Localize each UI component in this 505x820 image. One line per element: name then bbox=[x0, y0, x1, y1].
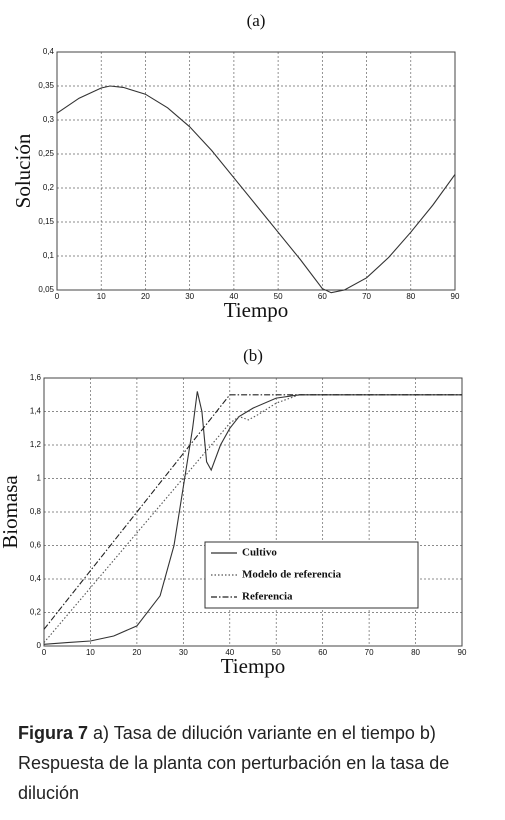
caption-label: Figura 7 bbox=[18, 723, 89, 743]
x-tick-label: 0 bbox=[55, 292, 60, 301]
y-axis-label: Biomasa bbox=[0, 475, 22, 549]
x-tick-label: 90 bbox=[458, 648, 467, 657]
x-axis-label: Tiempo bbox=[221, 654, 286, 678]
chart-title: (b) bbox=[243, 346, 263, 365]
legend-label: Referencia bbox=[242, 591, 293, 603]
y-tick-label: 1,4 bbox=[30, 407, 42, 416]
y-tick-label: 0,6 bbox=[30, 541, 42, 550]
y-tick-label: 0,2 bbox=[30, 608, 42, 617]
legend: Cultivo Modelo de referencia Referencia bbox=[204, 541, 419, 609]
y-tick-label: 0,2 bbox=[43, 183, 55, 192]
y-tick-label: 0,8 bbox=[30, 507, 42, 516]
series-line bbox=[43, 391, 462, 645]
series-line bbox=[43, 394, 462, 630]
x-tick-label: 40 bbox=[229, 292, 238, 301]
chart-title: (a) bbox=[247, 11, 266, 30]
plot-frame bbox=[43, 377, 463, 647]
y-tick-label: 0,05 bbox=[38, 285, 54, 294]
legend-label: Cultivo bbox=[242, 547, 277, 559]
x-tick-label: 70 bbox=[362, 292, 371, 301]
x-tick-label: 30 bbox=[185, 292, 194, 301]
x-tick-label: 0 bbox=[42, 648, 47, 657]
x-axis-label: Tiempo bbox=[224, 298, 289, 322]
y-tick-label: 0 bbox=[37, 641, 42, 650]
x-tick-label: 40 bbox=[225, 648, 234, 657]
x-tick-label: 10 bbox=[86, 648, 95, 657]
x-tick-label: 70 bbox=[365, 648, 374, 657]
y-tick-label: 1,6 bbox=[30, 373, 42, 382]
x-tick-label: 30 bbox=[179, 648, 188, 657]
legend-box bbox=[204, 541, 419, 609]
y-tick-label: 0,35 bbox=[38, 81, 54, 90]
x-tick-label: 50 bbox=[274, 292, 283, 301]
caption-text: a) Tasa de dilución variante en el tiemp… bbox=[18, 723, 450, 803]
y-tick-label: 0,25 bbox=[38, 149, 54, 158]
legend-label: Modelo de referencia bbox=[242, 569, 342, 581]
x-tick-label: 60 bbox=[318, 292, 327, 301]
series-line bbox=[56, 85, 456, 294]
y-tick-label: 0,4 bbox=[43, 47, 55, 56]
y-tick-label: 0,3 bbox=[43, 115, 55, 124]
x-tick-label: 90 bbox=[451, 292, 460, 301]
y-tick-label: 0,1 bbox=[43, 251, 55, 260]
y-tick-label: 0,15 bbox=[38, 217, 54, 226]
plot-frame bbox=[56, 51, 456, 291]
series-line bbox=[43, 394, 462, 643]
y-axis-label: Solución bbox=[11, 133, 35, 208]
x-tick-label: 80 bbox=[411, 648, 420, 657]
y-tick-label: 1 bbox=[37, 474, 42, 483]
x-tick-label: 10 bbox=[97, 292, 106, 301]
x-tick-label: 50 bbox=[272, 648, 281, 657]
y-tick-label: 1,2 bbox=[30, 440, 42, 449]
caption: Figura 7 a) Tasa de dilución variante en… bbox=[18, 718, 480, 808]
x-tick-label: 60 bbox=[318, 648, 327, 657]
y-tick-label: 0,4 bbox=[30, 574, 42, 583]
x-tick-label: 20 bbox=[141, 292, 150, 301]
x-tick-label: 20 bbox=[132, 648, 141, 657]
x-tick-label: 80 bbox=[406, 292, 415, 301]
